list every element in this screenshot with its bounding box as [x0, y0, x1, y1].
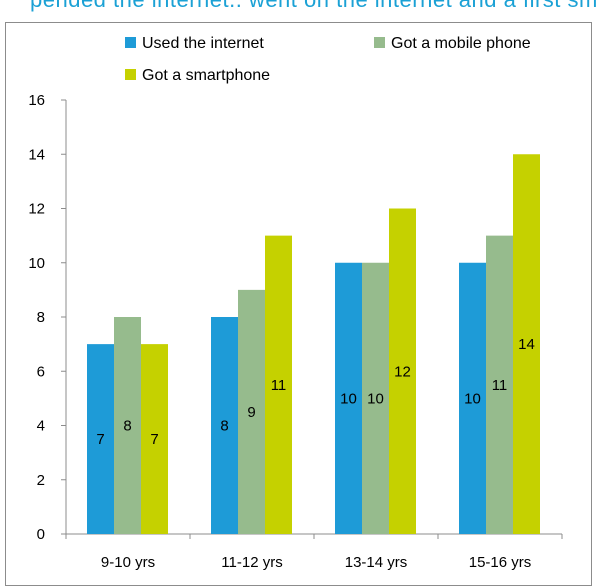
y-tick-label: 6: [37, 363, 45, 380]
bar-value-label: 14: [518, 336, 535, 353]
bar-value-label: 12: [394, 363, 411, 380]
x-tick-label: 13-14 yrs: [345, 554, 408, 571]
bar-value-label: 10: [464, 390, 481, 407]
bar-value-label: 10: [367, 390, 384, 407]
legend-label: Used the internet: [142, 35, 264, 52]
legend: Used the internet Got a mobile phone Got a…: [125, 35, 531, 84]
y-tick-label: 2: [37, 472, 45, 489]
legend-swatch: [374, 37, 385, 48]
bar-value-label: 11: [271, 377, 287, 394]
bar-value-label: 7: [96, 431, 104, 448]
legend-label: Got a smartphone: [142, 67, 270, 84]
bar-value-label: 11: [492, 377, 508, 394]
legend-swatch: [125, 37, 136, 48]
bars: [87, 154, 540, 534]
y-tick-label: 14: [28, 146, 45, 163]
bar-value-label: 10: [340, 390, 357, 407]
x-tick-label: 11-12 yrs: [221, 554, 282, 571]
bar-value-label: 8: [123, 418, 131, 435]
legend-label: Got a mobile phone: [391, 35, 531, 52]
y-tick-label: 0: [37, 526, 45, 543]
bar-value-label: 7: [150, 431, 158, 448]
y-tick-label: 8: [37, 309, 45, 326]
x-tick-label: 15-16 yrs: [469, 554, 532, 571]
y-tick-label: 10: [28, 255, 45, 272]
legend-swatch: [125, 69, 136, 80]
x-tick-label: 9-10 yrs: [101, 554, 155, 571]
bar-value-label: 9: [247, 404, 255, 421]
y-tick-label: 4: [37, 418, 45, 435]
bar-value-label: 8: [220, 418, 228, 435]
y-tick-label: 12: [28, 201, 45, 218]
y-tick-label: 16: [28, 92, 45, 109]
